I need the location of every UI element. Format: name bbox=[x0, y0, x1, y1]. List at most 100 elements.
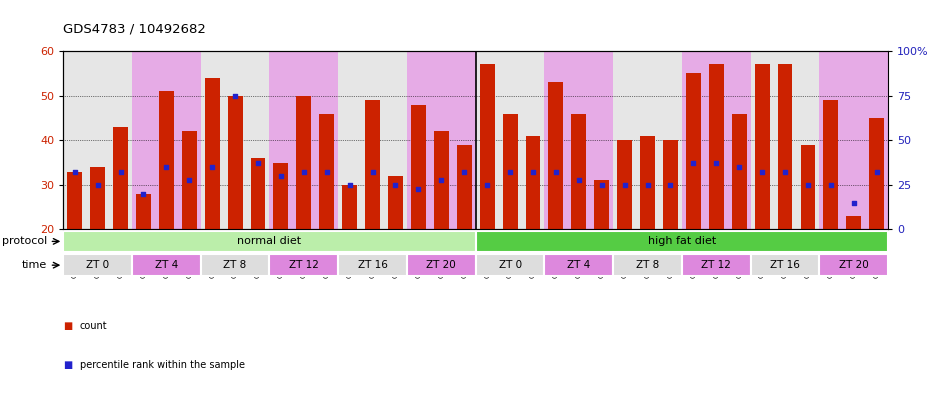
Bar bbox=[339, 51, 407, 230]
Point bbox=[319, 168, 334, 174]
Point bbox=[525, 168, 540, 174]
Point bbox=[159, 164, 174, 170]
Text: ■: ■ bbox=[63, 360, 73, 371]
Bar bbox=[613, 51, 682, 230]
Bar bbox=[201, 51, 270, 230]
Bar bbox=[476, 231, 888, 252]
Text: ZT 16: ZT 16 bbox=[770, 260, 800, 270]
Bar bbox=[613, 51, 682, 230]
Bar bbox=[544, 51, 613, 230]
Bar bbox=[63, 255, 132, 276]
Bar bbox=[751, 51, 819, 230]
Bar bbox=[525, 136, 540, 230]
Text: time: time bbox=[22, 260, 47, 270]
Bar bbox=[67, 171, 82, 230]
Bar bbox=[407, 255, 475, 276]
Point bbox=[113, 168, 128, 174]
Point bbox=[342, 182, 357, 188]
Point bbox=[273, 173, 288, 179]
Bar bbox=[751, 255, 819, 276]
Bar bbox=[549, 82, 564, 230]
Bar bbox=[823, 100, 838, 230]
Bar bbox=[339, 255, 407, 276]
Bar bbox=[201, 255, 270, 276]
Point bbox=[594, 182, 609, 188]
Bar bbox=[63, 231, 475, 252]
Bar bbox=[613, 255, 682, 276]
Text: ZT 16: ZT 16 bbox=[358, 260, 388, 270]
Bar bbox=[732, 114, 747, 230]
Bar bbox=[365, 100, 380, 230]
Bar bbox=[751, 51, 819, 230]
Bar bbox=[201, 51, 270, 230]
Bar bbox=[342, 185, 357, 230]
Point bbox=[663, 182, 678, 188]
Text: protocol: protocol bbox=[2, 236, 47, 246]
Text: ZT 0: ZT 0 bbox=[86, 260, 109, 270]
Bar bbox=[618, 140, 632, 230]
Point bbox=[640, 182, 655, 188]
Bar bbox=[250, 158, 265, 230]
Bar bbox=[411, 105, 426, 230]
Text: ZT 12: ZT 12 bbox=[701, 260, 731, 270]
Bar bbox=[407, 51, 475, 230]
Bar bbox=[870, 118, 884, 230]
Point bbox=[434, 177, 449, 184]
Point bbox=[549, 168, 564, 174]
Bar bbox=[801, 145, 816, 230]
Point bbox=[388, 182, 403, 188]
Bar bbox=[270, 51, 339, 230]
Bar bbox=[709, 64, 724, 230]
Bar bbox=[132, 255, 201, 276]
Point bbox=[754, 168, 769, 174]
Point bbox=[801, 182, 816, 188]
Bar bbox=[457, 145, 472, 230]
Point bbox=[297, 168, 312, 174]
Point bbox=[182, 177, 197, 184]
Bar bbox=[476, 51, 544, 230]
Bar bbox=[182, 131, 197, 230]
Point bbox=[250, 160, 265, 166]
Bar bbox=[682, 255, 751, 276]
Bar bbox=[777, 64, 792, 230]
Bar bbox=[228, 95, 243, 230]
Bar bbox=[270, 51, 339, 230]
Point bbox=[228, 92, 243, 99]
Bar bbox=[159, 91, 174, 230]
Bar bbox=[476, 51, 544, 230]
Point bbox=[709, 160, 724, 166]
Bar bbox=[819, 51, 888, 230]
Point bbox=[823, 182, 838, 188]
Text: normal diet: normal diet bbox=[237, 236, 301, 246]
Text: ZT 12: ZT 12 bbox=[289, 260, 319, 270]
Point bbox=[502, 168, 517, 174]
Point bbox=[90, 182, 105, 188]
Point bbox=[365, 168, 380, 174]
Bar bbox=[297, 95, 312, 230]
Text: percentile rank within the sample: percentile rank within the sample bbox=[80, 360, 245, 371]
Bar bbox=[388, 176, 403, 230]
Bar bbox=[136, 194, 151, 230]
Bar bbox=[434, 131, 449, 230]
Text: ZT 20: ZT 20 bbox=[839, 260, 869, 270]
Bar bbox=[686, 73, 701, 230]
Bar bbox=[132, 51, 201, 230]
Bar bbox=[594, 180, 609, 230]
Bar bbox=[682, 51, 751, 230]
Bar bbox=[63, 51, 132, 230]
Text: GDS4783 / 10492682: GDS4783 / 10492682 bbox=[63, 22, 206, 35]
Bar bbox=[270, 255, 339, 276]
Point bbox=[571, 177, 586, 184]
Bar bbox=[846, 216, 861, 230]
Bar bbox=[480, 64, 495, 230]
Point bbox=[67, 168, 82, 174]
Point bbox=[618, 182, 632, 188]
Bar bbox=[132, 51, 201, 230]
Bar bbox=[544, 255, 613, 276]
Text: high fat diet: high fat diet bbox=[648, 236, 716, 246]
Text: count: count bbox=[80, 321, 108, 331]
Point bbox=[205, 164, 219, 170]
Bar bbox=[273, 163, 288, 230]
Point bbox=[136, 191, 151, 197]
Text: ZT 8: ZT 8 bbox=[223, 260, 246, 270]
